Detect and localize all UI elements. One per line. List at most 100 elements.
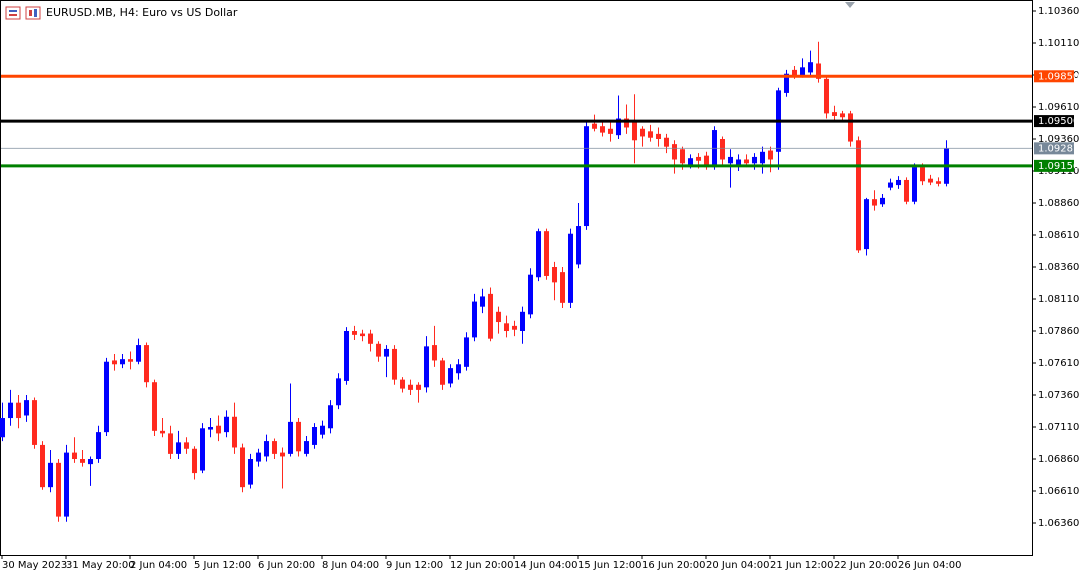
candle-body [248,459,253,485]
candle-body [840,113,845,118]
candle-body [320,425,325,435]
candle-body [480,296,485,307]
candle-body [736,159,741,165]
candle-body [912,167,917,202]
level-label: 1.09850 [1038,71,1079,82]
candle-body [232,416,237,448]
y-tick-label: 1.08110 [1038,294,1079,305]
candle-body [168,433,173,454]
shift-marker [845,2,855,8]
y-tick-label: 1.06360 [1038,518,1079,529]
candle-body [376,343,381,357]
candle-body [264,441,269,457]
candle-body [152,382,157,431]
y-tick-label: 1.10110 [1038,38,1079,49]
candle-body [24,400,29,416]
candle-body [336,378,341,406]
candle-body [904,179,909,202]
candle-body [648,131,653,138]
x-tick-label: 16 Jun 20:00 [642,560,706,571]
candle-body [728,156,733,164]
level-label: 1.09287 [1038,143,1079,154]
candle-body [792,69,797,76]
candle-body [296,421,301,452]
x-tick-label: 22 Jun 20:00 [834,560,898,571]
candle-body [848,113,853,142]
level-label-box [1034,142,1074,155]
y-tick-label: 1.09610 [1038,102,1079,113]
candle-body [272,441,277,454]
x-tick-label: 5 Jun 12:00 [194,560,251,571]
candle-body [208,427,213,430]
candle-body [432,345,437,361]
candle-body [744,159,749,164]
candle-body [400,379,405,389]
candle-body [352,331,357,335]
x-tick-label: 21 Jun 12:00 [770,560,834,571]
candle-body [688,158,693,165]
candle-body [616,118,621,136]
candle-body [496,311,501,323]
chart-title: EURUSD.MB, H4: Euro vs US Dollar [46,6,238,19]
candle-body [104,361,109,433]
candle-body [640,128,645,137]
candle-body [872,199,877,206]
x-tick-label: 30 May 2023 [2,560,67,571]
candle-body [184,442,189,449]
candle-body [896,179,901,186]
candle-body [864,199,869,250]
x-tick-label: 20 Jun 04:00 [706,560,770,571]
candle-body [96,432,101,460]
candle-body [880,197,885,205]
y-tick-label: 1.06610 [1038,486,1079,497]
candle-body [488,293,493,339]
x-tick-label: 8 Jun 04:00 [322,560,379,571]
candle-body [520,311,525,332]
level-label: 1.09150 [1038,161,1079,172]
candle-body [328,405,333,429]
candle-body [576,226,581,265]
candle-body [704,155,709,168]
y-tick-label: 1.06860 [1038,454,1079,465]
candle-body [344,331,349,381]
candle-body [384,348,389,357]
plot-border [0,0,1033,556]
candle-body [304,441,309,454]
candle-body [136,345,141,362]
candle-body [816,63,821,79]
candle-body [680,149,685,164]
candle-body [144,345,149,383]
y-tick-label: 1.07360 [1038,390,1079,401]
y-tick-label: 1.08610 [1038,230,1079,241]
y-tick-label: 1.07110 [1038,422,1079,433]
level-label: 1.09500 [1038,116,1079,127]
candle-body [448,368,453,384]
candle-body [160,430,165,434]
symbol-icons [5,6,41,20]
candle-body [672,144,677,160]
candle-body [472,301,477,338]
candle-body [536,231,541,278]
candle-body [568,233,573,303]
candle-body [592,123,597,129]
candle-body [240,447,245,488]
candle-body [624,118,629,128]
candle-body [464,337,469,367]
candle-body [584,126,589,227]
candle-body [8,402,13,419]
candle-body [608,128,613,134]
candle-body [888,182,893,188]
candle-body [632,121,637,141]
candle-body [800,67,805,76]
candle-body [416,384,421,390]
candle-body [392,348,397,380]
x-tick-label: 15 Jun 12:00 [578,560,642,571]
y-tick-label: 1.08360 [1038,262,1079,273]
candle-body [16,402,21,419]
candle-body [456,364,461,374]
candle-body [288,421,293,454]
candle-body [256,452,261,462]
candle-body [656,133,661,140]
